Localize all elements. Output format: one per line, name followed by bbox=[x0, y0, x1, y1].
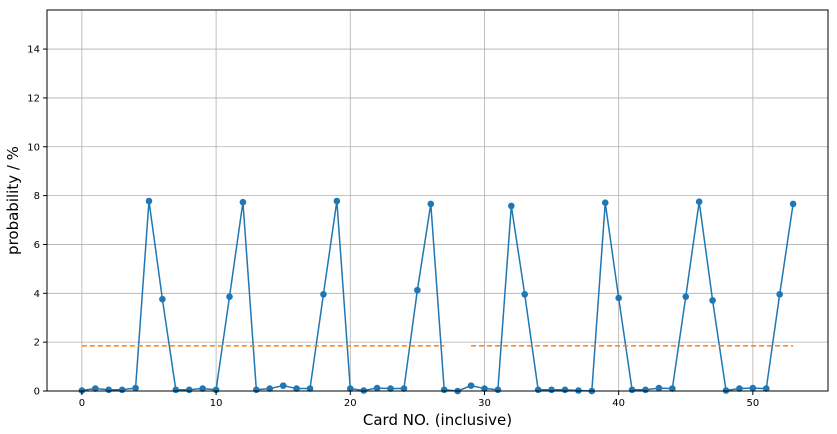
data-point bbox=[373, 384, 381, 392]
x-axis-title: Card NO. (inclusive) bbox=[363, 411, 512, 429]
data-point bbox=[414, 286, 421, 294]
data-point bbox=[159, 295, 166, 303]
y-tick-label: 10 bbox=[27, 142, 40, 153]
data-point bbox=[628, 386, 636, 394]
data-point bbox=[642, 386, 649, 394]
y-axis-title: probability / % bbox=[4, 146, 22, 255]
y-tick-label: 14 bbox=[27, 45, 40, 56]
plot-frame bbox=[46, 9, 829, 392]
data-point bbox=[467, 382, 475, 389]
data-point bbox=[346, 385, 354, 392]
data-point bbox=[655, 384, 663, 392]
data-point bbox=[695, 198, 703, 206]
data-point bbox=[749, 384, 757, 392]
data-point bbox=[601, 199, 609, 206]
x-tick-label: 0 bbox=[79, 398, 85, 409]
data-point bbox=[521, 290, 529, 298]
data-point bbox=[508, 202, 515, 210]
ticks: 0 10 20 30 40 50 0 2 4 6 8 10 12 14 bbox=[27, 45, 759, 409]
data-point bbox=[736, 385, 743, 392]
y-tick-label: 0 bbox=[34, 387, 40, 398]
x-tick-label: 30 bbox=[478, 398, 491, 409]
data-point bbox=[333, 197, 341, 205]
data-point bbox=[615, 294, 622, 302]
x-tick-label: 40 bbox=[612, 398, 625, 409]
data-point bbox=[534, 386, 542, 394]
y-tick-label: 6 bbox=[34, 240, 40, 251]
data-point bbox=[92, 385, 99, 392]
data-point bbox=[548, 386, 555, 394]
data-point bbox=[199, 385, 206, 392]
data-point bbox=[762, 385, 770, 392]
data-point bbox=[172, 386, 180, 394]
data-point bbox=[789, 200, 797, 208]
y-tick-label: 12 bbox=[27, 93, 40, 104]
y-tick-label: 2 bbox=[34, 338, 40, 349]
data-point bbox=[709, 297, 716, 304]
data-point bbox=[427, 200, 435, 208]
data-point bbox=[145, 197, 153, 205]
data-point bbox=[185, 386, 193, 394]
data-point bbox=[776, 290, 783, 298]
data-point bbox=[239, 198, 247, 206]
data-point bbox=[253, 386, 260, 394]
x-tick-label: 20 bbox=[344, 398, 357, 409]
series-layer bbox=[78, 197, 797, 395]
data-point bbox=[293, 385, 300, 392]
y-tick-label: 4 bbox=[34, 289, 40, 300]
data-point bbox=[669, 385, 676, 392]
gridlines bbox=[47, 10, 828, 392]
x-tick-label: 10 bbox=[210, 398, 223, 409]
y-tick-label: 8 bbox=[34, 191, 40, 202]
data-point bbox=[226, 293, 233, 301]
data-point bbox=[682, 293, 690, 301]
data-point bbox=[132, 384, 139, 392]
x-tick-label: 50 bbox=[746, 398, 759, 409]
data-point bbox=[387, 385, 394, 392]
data-point bbox=[440, 386, 448, 394]
data-point bbox=[279, 382, 287, 389]
data-point bbox=[481, 385, 488, 392]
data-point bbox=[105, 386, 113, 394]
data-point bbox=[561, 386, 569, 394]
data-point bbox=[306, 385, 314, 392]
data-point bbox=[266, 385, 274, 392]
data-point bbox=[118, 386, 126, 394]
data-point bbox=[494, 386, 502, 394]
data-point bbox=[400, 385, 408, 392]
data-point bbox=[320, 290, 327, 298]
